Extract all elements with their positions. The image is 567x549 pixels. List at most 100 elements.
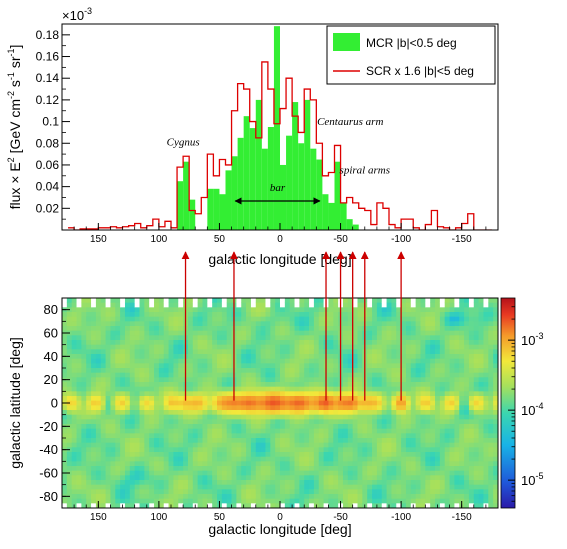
heatmap-cell [81, 414, 87, 420]
heatmap-cell [187, 377, 194, 383]
heatmap-cell [71, 447, 77, 453]
heatmap-cell [66, 433, 73, 439]
heatmap-cell [430, 302, 436, 308]
heatmap-cell [405, 307, 412, 313]
heatmap-cell [468, 358, 475, 364]
heatmap-cell [439, 382, 446, 388]
heatmap-cell [459, 326, 465, 332]
heatmap-cell [241, 382, 247, 388]
heatmap-cell [241, 321, 247, 327]
heatmap-cell [313, 484, 320, 490]
heatmap-cell [473, 340, 480, 346]
heatmap-cell [309, 372, 315, 378]
heatmap-cell [410, 298, 417, 304]
heatmap-cell [294, 316, 300, 322]
heatmap-cell [144, 302, 150, 308]
heatmap-cell [110, 391, 116, 397]
heatmap-cell [464, 494, 470, 500]
heatmap-cell [449, 433, 455, 439]
heatmap-cell [376, 368, 383, 374]
heatmap-cell [439, 391, 446, 397]
heatmap-cell [105, 489, 111, 495]
heatmap-cell [71, 298, 77, 304]
bottom-x-tick-label: -100 [391, 512, 411, 523]
heatmap-cell [255, 326, 262, 332]
heatmap-cell [110, 452, 116, 458]
heatmap-cell [202, 363, 208, 369]
heatmap-cell [488, 321, 494, 327]
heatmap-cell [86, 424, 92, 430]
heatmap-cell [459, 349, 465, 355]
heatmap-cell [289, 419, 295, 425]
heatmap-cell [129, 470, 136, 476]
heatmap-cell [221, 442, 228, 448]
heatmap-cell [197, 358, 203, 364]
heatmap-cell [342, 377, 349, 383]
heatmap-cell [376, 480, 383, 486]
heatmap-cell [372, 424, 378, 430]
heatmap-cell [260, 326, 266, 332]
heatmap-cell [76, 456, 82, 462]
heatmap-cell [347, 414, 354, 420]
heatmap-cell [197, 349, 203, 355]
heatmap-cell [207, 349, 213, 355]
heatmap-cell [163, 382, 169, 388]
heatmap-cell [134, 400, 140, 406]
heatmap-cell [129, 414, 136, 420]
heatmap-cell [473, 503, 480, 508]
heatmap-cell [173, 498, 179, 504]
heatmap-cell [241, 428, 247, 434]
heatmap-cell [86, 498, 92, 504]
heatmap-cell [260, 461, 266, 467]
heatmap-cell [168, 452, 174, 458]
heatmap-cell [473, 298, 480, 304]
heatmap-cell [124, 461, 131, 467]
heatmap-cell [304, 344, 310, 350]
heatmap-cell [284, 396, 291, 402]
heatmap-cell [149, 354, 155, 360]
heatmap-cell [357, 447, 363, 453]
heatmap-cell [149, 302, 155, 308]
heatmap-cell [449, 396, 455, 402]
heatmap-cell [270, 461, 276, 467]
heatmap-cell [120, 442, 126, 448]
heatmap-cell [207, 396, 213, 402]
heatmap-cell [396, 340, 402, 346]
heatmap-cell [197, 447, 203, 453]
heatmap-cell [425, 484, 431, 490]
heatmap-cell [328, 316, 334, 322]
top-ylabel: flux × E2 [GeV cm-2 s-1 sr-1] [6, 45, 23, 210]
heatmap-cell [173, 489, 179, 495]
heatmap-cell [246, 433, 252, 439]
heatmap-cell [410, 484, 417, 490]
heatmap-cell [376, 340, 383, 346]
heatmap-cell [66, 475, 73, 481]
heatmap-cell [338, 480, 344, 486]
heatmap-cell [396, 396, 402, 402]
heatmap-cell [362, 452, 368, 458]
heatmap-cell [468, 382, 475, 388]
heatmap-cell [333, 405, 339, 411]
heatmap-cell [459, 382, 465, 388]
heatmap-cell [163, 503, 169, 508]
heatmap-cell [187, 503, 194, 508]
heatmap-cell [483, 377, 489, 383]
heatmap-cell [347, 480, 354, 486]
heatmap-cell [468, 433, 475, 439]
heatmap-cell [376, 326, 383, 332]
heatmap-cell [294, 452, 300, 458]
heatmap-cell [255, 396, 262, 402]
heatmap-cell [173, 330, 179, 336]
heatmap-cell [62, 503, 68, 508]
heatmap-cell [435, 466, 441, 472]
heatmap-cell [352, 456, 358, 462]
mcr-bar [177, 181, 184, 230]
heatmap-cell [318, 344, 324, 350]
heatmap-cell [246, 316, 252, 322]
heatmap-cell [309, 503, 315, 508]
heatmap-cell [493, 475, 498, 481]
heatmap-cell [376, 419, 383, 425]
heatmap-cell [236, 344, 242, 350]
heatmap-cell [226, 330, 232, 336]
heatmap-cell [333, 321, 339, 327]
